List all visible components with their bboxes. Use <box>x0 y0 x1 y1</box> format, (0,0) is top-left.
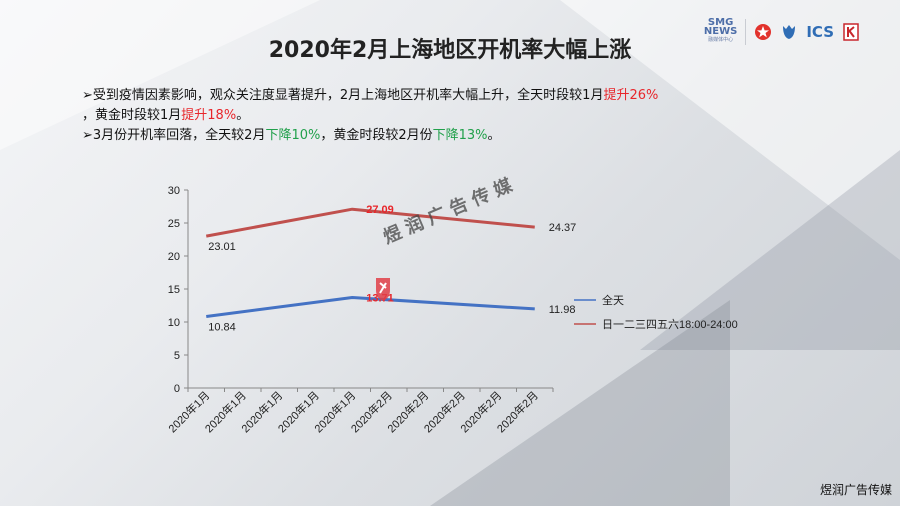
logo-bar: SMG NEWS 融媒体中心 ICS <box>704 18 860 45</box>
bullet-text: 。 <box>236 108 250 123</box>
footer-brand: 煜润广告传媒 <box>819 483 892 497</box>
bullet-marker: ➢ <box>82 88 93 103</box>
highlight-increase: 提升18% <box>181 108 237 123</box>
bullet-marker: ➢ <box>82 128 93 143</box>
bullet-text: 受到疫情因素影响，观众关注度显著提升，2月上海地区开机率大幅上升，全天时段较1月 <box>92 88 604 103</box>
tulip-logo-icon <box>780 23 798 41</box>
highlight-increase: 提升26% <box>603 88 659 103</box>
bullet-text: 。 <box>487 128 501 143</box>
background-shape <box>560 0 900 260</box>
news-logo-text: NEWS <box>703 26 738 37</box>
legend-label: 全天 <box>602 293 624 307</box>
logo-divider <box>745 18 747 45</box>
bullet-text: ，黄金时段较2月份 <box>320 128 433 143</box>
series-line-2 <box>205 207 535 238</box>
bullet-line: ➢受到疫情因素影响，观众关注度显著提升，2月上海地区开机率大幅上升，全天时段较1… <box>82 86 658 106</box>
smg-logo-subtitle: 融媒体中心 <box>708 37 734 43</box>
highlight-decrease: 下降10% <box>265 128 321 143</box>
y-tick-label: 15 <box>168 284 180 296</box>
k-logo-icon <box>842 22 860 41</box>
data-label: 10.84 <box>208 321 236 333</box>
bullet-line: ，黄金时段较1月提升18%。 <box>82 106 658 126</box>
y-tick-label: 0 <box>174 383 180 395</box>
y-tick-label: 30 <box>168 185 180 197</box>
bullet-line: ➢3月份开机率回落，全天较2月下降10%，黄金时段较2月份下降13%。 <box>82 126 658 146</box>
y-tick-label: 10 <box>168 317 180 329</box>
bullet-text: ，黄金时段较1月 <box>82 108 182 123</box>
data-label: 23.01 <box>208 241 236 253</box>
background-shape <box>0 0 320 150</box>
data-label: 11.98 <box>549 304 576 316</box>
y-tick-label: 20 <box>168 251 180 263</box>
background-shape <box>640 150 900 350</box>
highlight-decrease: 下降13% <box>432 128 488 143</box>
bullet-list: ➢受到疫情因素影响，观众关注度显著提升，2月上海地区开机率大幅上升，全天时段较1… <box>82 86 658 146</box>
smg-logo-text: SMG <box>707 17 734 28</box>
data-label: 24.37 <box>549 222 577 234</box>
y-tick-label: 25 <box>168 218 180 230</box>
background-shape <box>430 300 730 506</box>
star-logo-icon <box>754 23 772 41</box>
data-label: 27.09 <box>366 204 394 216</box>
smg-news-logo: SMG NEWS 融媒体中心 <box>704 18 737 45</box>
ics-logo: ICS <box>806 22 834 41</box>
series-line-1 <box>206 296 535 318</box>
page-title: 2020年2月上海地区开机率大幅上涨 <box>268 38 632 63</box>
y-tick-label: 5 <box>174 350 180 362</box>
bullet-text: 3月份开机率回落，全天较2月 <box>92 128 266 143</box>
legend-label: 日一二三四五六18:00-24:00 <box>602 318 738 331</box>
watermark-logo-icon <box>376 278 390 301</box>
